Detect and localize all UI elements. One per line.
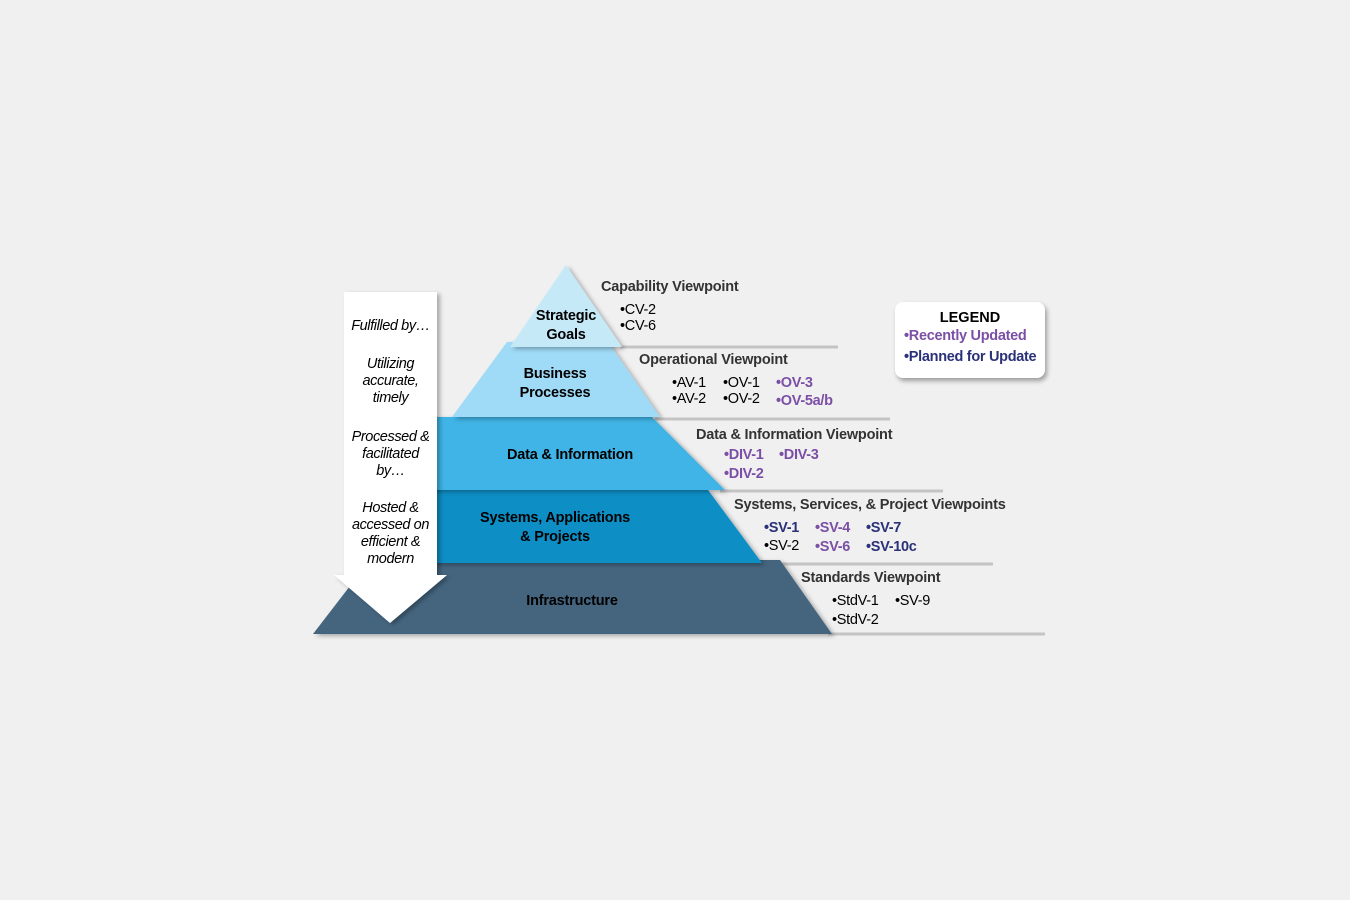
layer-strategic bbox=[510, 265, 622, 347]
viewpoint-item: •OV-2 bbox=[723, 391, 760, 407]
viewpoint-title-operational: Operational Viewpoint bbox=[639, 352, 788, 368]
viewpoint-item-recently-updated: •OV-3 bbox=[776, 375, 813, 391]
layer-label-business: Business Processes bbox=[519, 366, 591, 401]
separator-lines bbox=[620, 345, 1045, 636]
layer-label-data: Data & Information bbox=[506, 447, 634, 463]
viewpoint-item-recently-updated: •SV-4 bbox=[815, 520, 851, 536]
down-arrow bbox=[334, 292, 447, 623]
layer-business bbox=[452, 342, 660, 417]
viewpoint-item: •CV-6 bbox=[620, 318, 656, 334]
arrow-text-fulfilled: Fulfilled by… bbox=[351, 318, 430, 334]
arrow-text-hosted: Hosted & accessed on efficient & modern bbox=[351, 500, 429, 567]
viewpoint-item-recently-updated: •SV-6 bbox=[815, 539, 851, 555]
viewpoint-item-planned-update: •SV-1 bbox=[764, 520, 800, 536]
viewpoint-title-standards: Standards Viewpoint bbox=[801, 570, 941, 586]
viewpoint-item-planned-update: •SV-7 bbox=[866, 520, 902, 536]
layer-data bbox=[430, 417, 725, 490]
viewpoint-item: •AV-1 bbox=[672, 375, 706, 391]
arrow-text-utilizing: Utilizing accurate, timely bbox=[362, 356, 419, 406]
layer-label-systems: Systems, Applications & Projects bbox=[480, 510, 630, 545]
viewpoint-item-recently-updated: •DIV-2 bbox=[724, 466, 764, 482]
viewpoint-item: •CV-2 bbox=[620, 302, 656, 318]
viewpoint-title-systems: Systems, Services, & Project Viewpoints bbox=[734, 497, 1006, 513]
viewpoint-item: •SV-2 bbox=[764, 538, 800, 554]
viewpoint-item-recently-updated: •OV-5a/b bbox=[776, 393, 833, 409]
viewpoint-title-data: Data & Information Viewpoint bbox=[696, 427, 893, 443]
viewpoint-item: •OV-1 bbox=[723, 375, 760, 391]
arrow-text-processed: Processed & facilitated by… bbox=[351, 429, 430, 479]
viewpoint-item: •SV-9 bbox=[895, 593, 931, 609]
viewpoint-item-recently-updated: •DIV-3 bbox=[779, 447, 819, 463]
viewpoint-title-capability: Capability Viewpoint bbox=[601, 279, 739, 295]
viewpoint-item: •StdV-2 bbox=[832, 612, 879, 628]
viewpoint-item-recently-updated: •DIV-1 bbox=[724, 447, 764, 463]
layer-label-strategic: Strategic Goals bbox=[535, 308, 597, 343]
viewpoint-item: •AV-2 bbox=[672, 391, 706, 407]
legend-title: LEGEND bbox=[939, 310, 1001, 326]
legend-recently-updated: •Recently Updated bbox=[904, 328, 1027, 344]
viewpoint-item-planned-update: •SV-10c bbox=[866, 539, 917, 555]
viewpoint-item: •StdV-1 bbox=[832, 593, 879, 609]
legend-planned-for-update: •Planned for Update bbox=[904, 349, 1037, 365]
legend: LEGEND •Recently Updated •Planned for Up… bbox=[895, 302, 1045, 378]
layer-systems bbox=[430, 490, 762, 563]
layer-label-infrastructure: Infrastructure bbox=[526, 593, 618, 609]
